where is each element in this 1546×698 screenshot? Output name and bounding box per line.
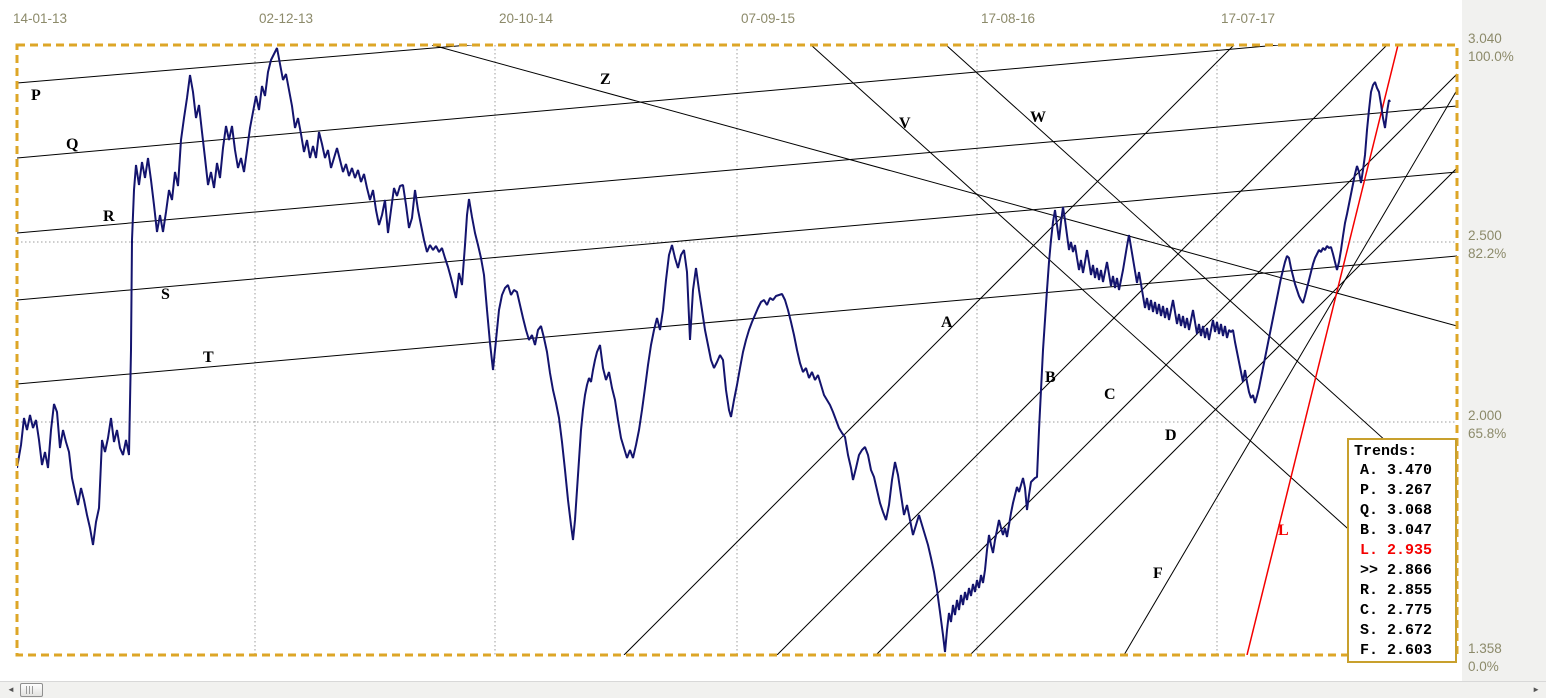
right-axis-panel [1462,0,1546,681]
trend-line-label-T: T [203,349,214,366]
scrollbar-thumb[interactable] [20,683,43,697]
trend-line-L[interactable] [1246,45,1399,655]
legend-row-A: A. 3.470 [1360,462,1433,479]
percent-axis-label-100.0%: 100.0% [1468,49,1514,64]
price-axis-label-1.358: 1.358 [1468,641,1502,656]
legend-row-: >> 2.866 [1360,562,1433,579]
legend-row-L: L. 2.935 [1360,542,1433,559]
trend-line-label-D: D [1165,427,1177,444]
trend-line-A[interactable] [623,45,1235,655]
trend-line-B[interactable] [776,45,1388,655]
percent-axis-label-0.0%: 0.0% [1468,659,1499,674]
trend-line-F[interactable] [1123,89,1457,655]
date-label-14-01-13: 14-01-13 [13,11,67,26]
trend-line-C[interactable] [875,73,1457,655]
trends-legend-rows: A. 3.470 P. 3.267 Q. 3.068 B. 3.047 L. 2.935… [1349,461,1455,661]
trend-line-R[interactable] [17,105,1457,234]
plot-area [17,0,1457,655]
percent-axis-label-65.8%: 65.8% [1468,426,1506,441]
trend-line-D[interactable] [969,167,1457,655]
scrollbar-grip-icon [26,686,35,694]
trend-line-S[interactable] [17,171,1457,301]
legend-row-C: C. 2.775 [1360,602,1433,619]
legend-row-P: P. 3.267 [1360,482,1433,499]
legend-row-Q: Q. 3.068 [1360,502,1433,519]
trend-line-label-A: A [941,314,953,331]
price-axis-label-2.500: 2.500 [1468,228,1502,243]
legend-row-F: F. 2.603 [1360,642,1433,659]
chart-border [15,43,1459,657]
trend-line-T[interactable] [17,255,1457,385]
trend-line-W[interactable] [945,45,1457,506]
trend-line-label-F: F [1153,565,1163,582]
trend-line-label-S: S [161,286,170,303]
trends-legend: Trends: A. 3.470 P. 3.267 Q. 3.068 B. 3.047… [1347,438,1457,663]
date-label-07-09-15: 07-09-15 [741,11,795,26]
date-label-17-08-16: 17-08-16 [981,11,1035,26]
scrollbar-left-arrow-icon[interactable]: ◄ [7,685,15,694]
horizontal-scrollbar[interactable]: ◄ ► [0,681,1546,698]
trend-line-Z[interactable] [431,45,1457,327]
legend-row-R: R. 2.855 [1360,582,1433,599]
trend-line-label-P: P [31,87,41,104]
trend-line-label-V: V [899,115,911,132]
trends-legend-title: Trends: [1354,443,1418,460]
trend-line-label-R: R [103,208,115,225]
trend-line-label-B: B [1045,369,1056,386]
date-label-20-10-14: 20-10-14 [499,11,554,26]
percent-axis-label-82.2%: 82.2% [1468,246,1506,261]
trend-line-label-W: W [1030,109,1046,126]
scrollbar-right-arrow-icon[interactable]: ► [1532,685,1540,694]
legend-row-B: B. 3.047 [1360,522,1433,539]
trend-line-P[interactable] [17,0,1457,84]
date-label-17-07-17: 17-07-17 [1221,11,1275,26]
trend-line-label-L: L [1278,522,1289,539]
trend-line-Q[interactable] [17,29,1457,159]
legend-row-S: S. 2.672 [1360,622,1433,639]
trend-line-label-C: C [1104,386,1116,403]
price-axis-label-2.000: 2.000 [1468,408,1502,423]
trend-line-label-Q: Q [66,136,78,153]
date-label-02-12-13: 02-12-13 [259,11,313,26]
price-series [17,47,1391,653]
price-axis-label-3.040: 3.040 [1468,31,1502,46]
trend-line-label-Z: Z [600,71,611,88]
